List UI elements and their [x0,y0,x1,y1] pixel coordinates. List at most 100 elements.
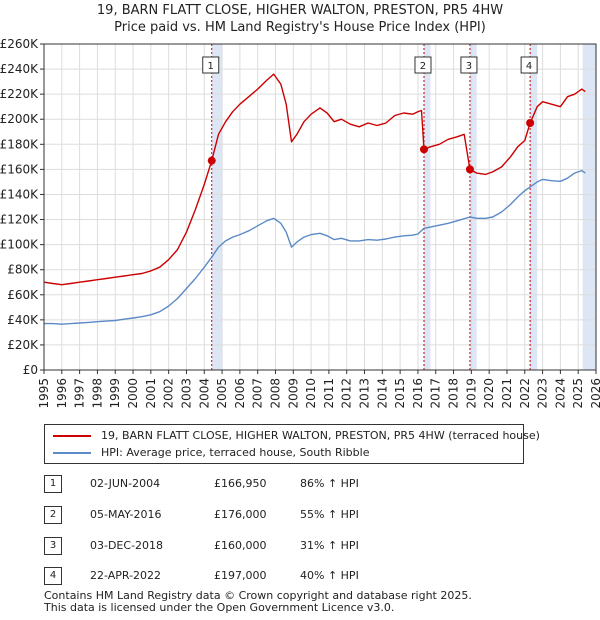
x-tick-label: 2022 [518,378,532,409]
x-tick-label: 1997 [73,378,87,409]
grid-lines [43,43,597,371]
sale-row: 4 22-APR-2022 £197,000 40% ↑ HPI [44,567,424,585]
x-tick-label: 2017 [429,378,443,409]
sale-hpi-change: 31% ↑ HPI [300,539,359,552]
sale-price: £160,000 [214,539,267,552]
sale-row: 2 05-MAY-2016 £176,000 55% ↑ HPI [44,506,424,524]
hpi-line [44,169,586,325]
sale-badge-label: 4 [526,61,532,72]
sale-hpi-change: 40% ↑ HPI [300,569,359,582]
y-tick-label: £100K [0,238,39,252]
y-tick-label: £200K [0,112,39,126]
x-tick-label: 2000 [126,378,140,409]
x-tick-label: 1996 [55,378,69,409]
x-tick-label: 2015 [393,378,407,409]
sale-date: 05-MAY-2016 [90,508,162,521]
shaded-range [469,44,477,370]
shaded-ranges [211,44,596,370]
y-axis-ticks: £0 £20K £40K £60K £80K £100K £120K £140K £160K £1… [0,37,44,377]
sale-point [419,145,428,154]
sale-badge-box [460,56,478,74]
x-tick-label: 2009 [286,378,300,409]
y-tick-label: £220K [0,87,39,101]
x-tick-label: 2013 [358,378,372,409]
sale-badge-box [414,56,432,74]
y-tick-label: £60K [7,288,39,302]
x-tick-label: 2026 [589,378,600,409]
x-tick-label: 2025 [571,378,585,409]
x-tick-label: 2020 [482,378,496,409]
x-axis-ticks: 1995 1996 1997 1998 1999 2000 2001 2002 2003 2004… [37,370,600,409]
sale-date: 03-DEC-2018 [90,539,164,552]
x-tick-label: 2011 [322,378,336,409]
shaded-range [211,44,223,370]
x-tick-label: 2003 [179,378,193,409]
x-tick-label: 2006 [233,378,247,409]
x-tick-label: 2001 [144,378,158,409]
x-tick-label: 2012 [340,378,354,409]
plot-frame [43,43,597,371]
y-tick-label: £160K [0,162,39,176]
y-tick-label: £20K [7,338,39,352]
price-chart: 1 2 3 4 £0 £20K £40K £60K £80K £100K £120K £140K £1… [0,37,600,409]
x-tick-label: 2019 [464,378,478,409]
x-tick-label: 1999 [108,378,122,409]
x-tick-label: 1995 [37,378,51,409]
legend-swatch-hpi [53,452,91,454]
sale-date: 02-JUN-2004 [90,477,161,490]
sale-row: 1 02-JUN-2004 £166,950 86% ↑ HPI [44,475,424,493]
sale-point [465,165,474,174]
sale-date: 22-APR-2022 [90,569,162,582]
legend-label-hpi: HPI: Average price, terraced house, Sout… [101,446,370,459]
sale-point [207,156,216,165]
x-tick-label: 2023 [536,378,550,409]
sale-point [526,118,535,127]
chart-title-line1: 19, BARN FLATT CLOSE, HIGHER WALTON, PRE… [96,3,504,18]
sale-badge-box [202,56,220,74]
x-tick-label: 2014 [375,378,389,409]
chart-title-line2: Price paid vs. HM Land Registry's House … [114,20,486,35]
y-tick-label: £80K [7,263,39,277]
sale-number-badge: 1 [44,475,62,493]
sale-points [207,118,535,174]
footer-copyright: Contains HM Land Registry data © Crown c… [44,589,472,602]
legend-item-hpi: HPI: Average price, terraced house, Sout… [53,445,369,461]
legend-item-property: 19, BARN FLATT CLOSE, HIGHER WALTON, PRE… [53,428,540,444]
sale-badge-label: 1 [208,61,214,72]
y-tick-label: £240K [0,62,39,76]
y-tick-label: £180K [0,137,39,151]
x-tick-label: 2024 [553,378,567,409]
sale-price: £166,950 [214,477,267,490]
y-tick-label: £260K [0,37,39,51]
footer: Contains HM Land Registry data © Crown c… [44,590,472,614]
shaded-range [423,44,431,370]
x-tick-label: 2018 [447,378,461,409]
footer-licence: This data is licensed under the Open Gov… [44,601,395,614]
sale-marker-lines [211,44,531,370]
x-tick-label: 2016 [411,378,425,409]
legend: 19, BARN FLATT CLOSE, HIGHER WALTON, PRE… [44,424,540,464]
x-tick-label: 1998 [90,378,104,409]
shaded-range [530,44,538,370]
sale-badge-label: 3 [466,61,472,72]
sale-badge-label: 2 [420,61,426,72]
sale-number-badge: 4 [44,567,62,585]
sale-badges: 1 2 3 4 [202,56,538,74]
x-tick-label: 2021 [500,378,514,409]
shaded-range [582,44,596,370]
sale-price: £176,000 [214,508,267,521]
x-tick-label: 2010 [304,378,318,409]
sale-row: 3 03-DEC-2018 £160,000 31% ↑ HPI [44,537,424,555]
x-tick-label: 2005 [215,378,229,409]
y-tick-label: £40K [7,313,39,327]
sale-hpi-change: 55% ↑ HPI [300,508,359,521]
sale-badge-box [520,56,538,74]
legend-swatch-property [53,435,91,437]
x-tick-label: 2007 [251,378,265,409]
sale-hpi-change: 86% ↑ HPI [300,477,359,490]
series-lines [43,73,586,325]
y-tick-label: £120K [0,213,39,227]
property-price-line [43,73,586,286]
sale-number-badge: 2 [44,506,62,524]
y-tick-label: £140K [0,187,39,201]
